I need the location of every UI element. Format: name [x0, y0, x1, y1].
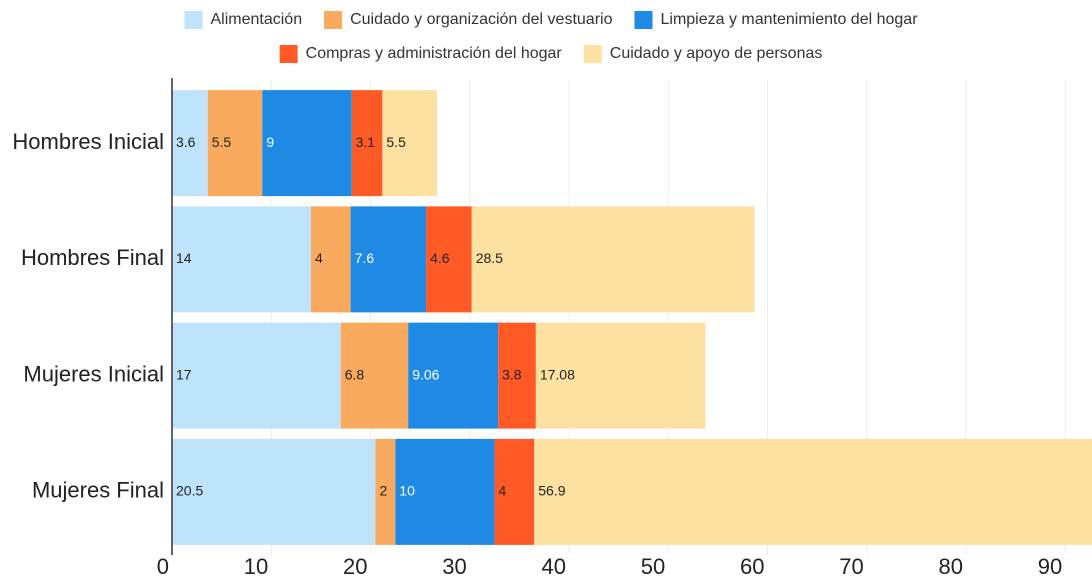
- data-label: 10: [399, 483, 415, 499]
- legend-label: Cuidado y apoyo de personas: [610, 45, 823, 62]
- x-tick-label: 70: [839, 554, 863, 579]
- x-tick-label: 80: [938, 554, 962, 579]
- data-label: 2: [379, 483, 387, 499]
- legend-item: Limpieza y mantenimiento del hogar: [634, 11, 918, 29]
- legend-swatch: [583, 45, 602, 63]
- data-label: 3.1: [356, 134, 376, 150]
- bar-segment: [395, 438, 495, 545]
- data-label: 5.5: [386, 134, 406, 150]
- data-label: 14: [176, 250, 192, 266]
- bar-segment: [534, 438, 1092, 545]
- bar-segment: [172, 206, 311, 313]
- bar-segment: [498, 322, 536, 429]
- bar-segment: [471, 206, 755, 313]
- bar-segment: [262, 90, 352, 197]
- data-label: 3.6: [176, 134, 196, 150]
- bar-segment: [172, 438, 376, 545]
- data-label: 4: [315, 250, 323, 266]
- bar-segment: [340, 322, 409, 429]
- data-label: 4: [499, 483, 507, 499]
- labels: 0 10 20 30 40 50 60 70 80 90 Hombres Inicial Hombre…: [12, 78, 1062, 579]
- bar-segment: [426, 206, 472, 313]
- legend-swatch: [324, 11, 343, 29]
- bar-segment: [207, 90, 263, 197]
- x-tick-label: 50: [641, 554, 665, 579]
- y-tick-label: Hombres Final: [21, 245, 164, 270]
- data-label: 7.6: [355, 250, 375, 266]
- bar-segment: [375, 438, 396, 545]
- data-label: 17: [176, 366, 192, 382]
- bar-segment: [382, 90, 437, 197]
- legend-item: Compras y administración del hogar: [279, 45, 563, 63]
- bar-segment: [535, 322, 706, 429]
- bar-segment: [494, 438, 535, 545]
- bar-segment: [172, 322, 341, 429]
- x-tick-label: 40: [541, 554, 565, 579]
- legend-swatch: [279, 45, 298, 63]
- bar-segment: [350, 206, 427, 313]
- data-label: 20.5: [176, 483, 203, 499]
- x-tick-label: 60: [740, 554, 764, 579]
- data-label: 17.08: [540, 366, 575, 382]
- bar-segment: [351, 90, 383, 197]
- legend-label: Cuidado y organización del vestuario: [350, 11, 612, 28]
- y-tick-label: Hombres Inicial: [12, 129, 164, 154]
- legend-swatch: [184, 11, 203, 29]
- bars: 3.6 5.5 9 3.1 5.5 14 4 7.6 4.6 28.5 17 6.8 9.06 3.8 17…: [172, 90, 1092, 545]
- data-label: 4.6: [430, 250, 450, 266]
- legend-label: Limpieza y mantenimiento del hogar: [660, 11, 918, 28]
- x-tick-label: 90: [1038, 554, 1062, 579]
- y-tick-label: Mujeres Final: [32, 478, 164, 503]
- legend-label: Alimentación: [210, 11, 302, 28]
- legend-item: Alimentación: [184, 11, 302, 29]
- x-tick-label: 0: [157, 554, 169, 579]
- data-label: 56.9: [538, 483, 565, 499]
- data-label: 3.8: [502, 366, 522, 382]
- bar-segment: [408, 322, 499, 429]
- x-tick-label: 10: [244, 554, 268, 579]
- legend-label: Compras y administración del hogar: [306, 45, 563, 62]
- x-tick-label: 20: [343, 554, 367, 579]
- x-tick-label: 30: [442, 554, 466, 579]
- data-label: 6.8: [345, 366, 365, 382]
- data-label: 28.5: [476, 250, 503, 266]
- y-tick-label: Mujeres Inicial: [23, 361, 164, 386]
- legend-swatch: [634, 11, 653, 29]
- legend: Alimentación Cuidado y organización del v…: [184, 11, 918, 63]
- legend-item: Cuidado y apoyo de personas: [583, 45, 823, 63]
- data-label: 9.06: [412, 366, 439, 382]
- bar-segment: [172, 90, 208, 197]
- data-label: 5.5: [212, 134, 232, 150]
- bar-segment: [310, 206, 351, 313]
- data-label: 9: [266, 134, 274, 150]
- legend-item: Cuidado y organización del vestuario: [324, 11, 613, 29]
